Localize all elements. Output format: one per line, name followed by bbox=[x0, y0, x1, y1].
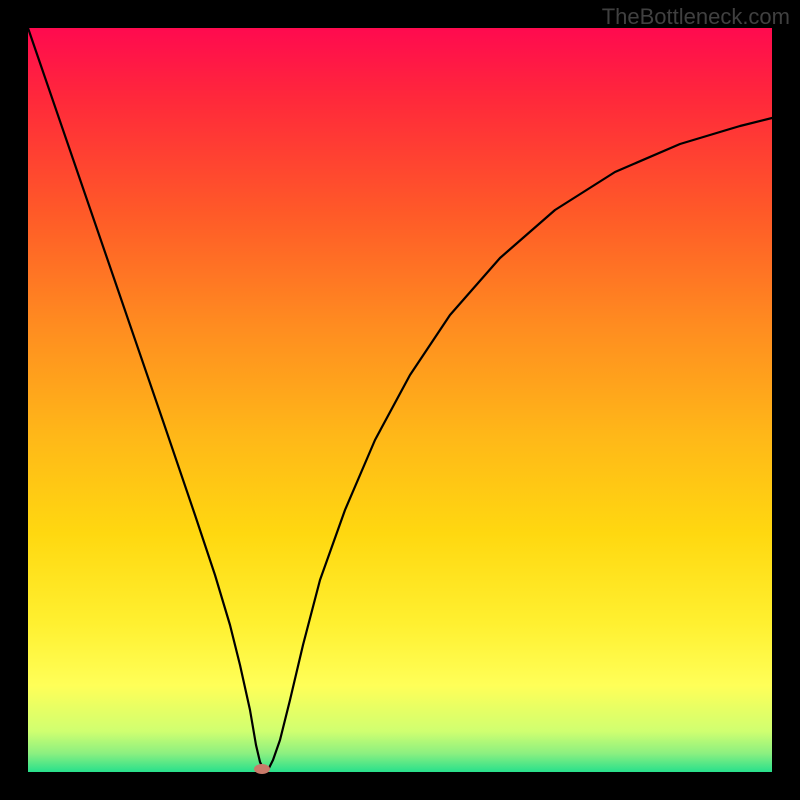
watermark-text: TheBottleneck.com bbox=[602, 4, 790, 30]
plot-area bbox=[28, 28, 772, 772]
minimum-marker bbox=[254, 764, 270, 774]
gradient-background bbox=[28, 28, 772, 772]
